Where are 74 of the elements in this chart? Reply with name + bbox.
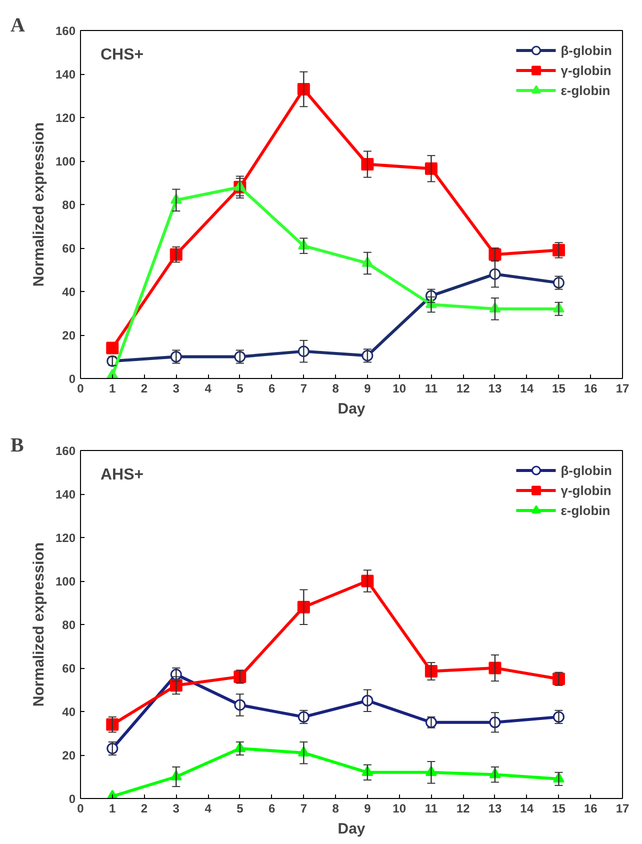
x-tick-label: 7 — [300, 802, 308, 816]
x-tick-label: 10 — [392, 382, 406, 396]
y-tick-label: 160 — [55, 444, 76, 458]
x-tick-label: 7 — [300, 382, 308, 396]
annotation: AHS+ — [100, 466, 144, 484]
legend-label: γ-globin — [560, 62, 612, 78]
y-tick-label: 120 — [55, 531, 76, 545]
x-tick-label: 10 — [392, 802, 406, 816]
x-tick-label: 0 — [77, 802, 84, 816]
y-tick-label: 140 — [55, 488, 76, 502]
x-tick-label: 2 — [140, 802, 148, 816]
y-tick-label: 140 — [55, 68, 76, 82]
x-tick-label: 15 — [552, 382, 566, 396]
x-tick-label: 14 — [520, 382, 534, 396]
y-tick-label: 100 — [55, 154, 76, 168]
x-tick-label: 6 — [268, 382, 276, 396]
legend-label: ε-globin — [560, 82, 610, 98]
y-tick-label: 0 — [68, 792, 76, 806]
x-tick-label: 13 — [488, 382, 502, 396]
x-tick-label: 15 — [552, 802, 566, 816]
point — [234, 670, 246, 683]
legend-label: ε-globin — [560, 502, 610, 518]
text: A — [10, 14, 26, 36]
x-tick-label: 6 — [268, 802, 276, 816]
x-tick-label: 4 — [204, 802, 212, 816]
y-tick-label: 80 — [62, 618, 76, 632]
x-tick-label: 12 — [456, 802, 470, 816]
x-tick-label: 9 — [364, 382, 372, 396]
x-tick-label: 12 — [456, 382, 470, 396]
point — [106, 342, 119, 354]
x-tick-label: 3 — [172, 802, 180, 816]
x-tick-label: 14 — [520, 802, 534, 816]
x-axis-title: Day — [338, 820, 366, 838]
y-tick-label: 60 — [62, 662, 76, 676]
annotation: CHS+ — [100, 46, 144, 64]
y-axis-title: Normalized expression — [30, 542, 48, 707]
x-tick-label: 0 — [77, 382, 84, 396]
x-tick-label: 13 — [488, 802, 502, 816]
x-tick-label: 1 — [109, 802, 116, 816]
y-tick-label: 20 — [62, 748, 76, 762]
x-tick-label: 8 — [332, 382, 340, 396]
point — [361, 158, 374, 171]
x-tick-label: 2 — [140, 382, 148, 396]
y-tick-label: 160 — [55, 24, 76, 38]
y-tick-label: 40 — [62, 705, 76, 719]
x-axis-title: Day — [338, 400, 366, 418]
point — [488, 662, 502, 674]
point — [361, 574, 374, 588]
legend-label: β-globin — [560, 42, 612, 58]
legend-label: γ-globin — [560, 482, 612, 498]
x-tick-label: 8 — [332, 802, 340, 816]
x-tick-label: 11 — [424, 802, 438, 816]
y-axis-title: Normalized expression — [30, 122, 48, 287]
legend-label: β-globin — [560, 462, 612, 478]
x-tick-label: 4 — [204, 382, 212, 396]
x-tick-label: 3 — [172, 382, 180, 396]
x-tick-label: 16 — [584, 382, 598, 396]
x-tick-label: 17 — [616, 382, 630, 396]
y-tick-label: 40 — [62, 285, 76, 299]
y-tick-label: 80 — [62, 198, 76, 212]
y-tick-label: 60 — [62, 242, 76, 256]
point — [106, 718, 119, 731]
x-tick-label: 11 — [424, 382, 438, 396]
x-tick-label: 17 — [616, 802, 630, 816]
text: B — [10, 434, 24, 456]
y-tick-label: 20 — [62, 328, 76, 342]
x-tick-label: 5 — [236, 382, 244, 396]
x-tick-label: 5 — [236, 802, 244, 816]
x-tick-label: 9 — [364, 802, 372, 816]
y-tick-label: 120 — [55, 111, 76, 125]
y-tick-label: 0 — [68, 372, 76, 386]
x-tick-label: 1 — [109, 382, 116, 396]
x-tick-label: 16 — [584, 802, 598, 816]
y-tick-label: 100 — [55, 574, 76, 588]
